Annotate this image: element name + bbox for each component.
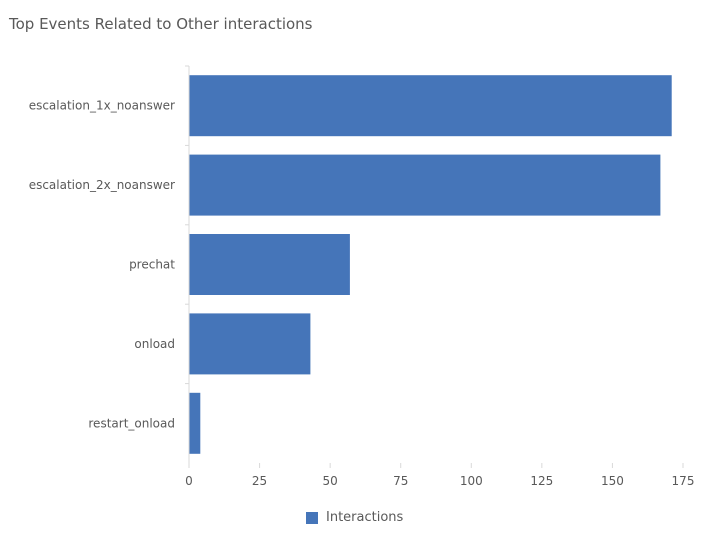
category-label: escalation_2x_noanswer xyxy=(29,178,175,192)
x-tick-label: 0 xyxy=(185,474,193,488)
chart-title: Top Events Related to Other interactions xyxy=(9,15,313,33)
legend-swatch xyxy=(306,511,318,524)
bar-prechat[interactable] xyxy=(189,234,350,295)
x-tick-label: 25 xyxy=(252,474,267,488)
bar-escalation_1x_noanswer[interactable] xyxy=(189,75,672,137)
x-tick-label: 75 xyxy=(393,474,408,488)
bar-restart_onload[interactable] xyxy=(189,392,201,454)
category-label: escalation_1x_noanswer xyxy=(29,99,175,113)
legend-label: Interactions xyxy=(326,510,404,525)
x-tick-label: 125 xyxy=(530,474,553,488)
category-label: restart_onload xyxy=(88,416,175,430)
category-label: onload xyxy=(134,337,175,351)
x-tick-label: 100 xyxy=(460,474,483,488)
legend[interactable]: Interactions xyxy=(306,510,403,525)
bar-onload[interactable] xyxy=(189,313,311,375)
x-tick-label: 150 xyxy=(601,474,624,488)
category-label: prechat xyxy=(129,258,175,272)
x-tick-label: 50 xyxy=(323,474,338,488)
bar-escalation_2x_noanswer[interactable] xyxy=(189,154,661,216)
x-tick-label: 175 xyxy=(672,474,695,488)
